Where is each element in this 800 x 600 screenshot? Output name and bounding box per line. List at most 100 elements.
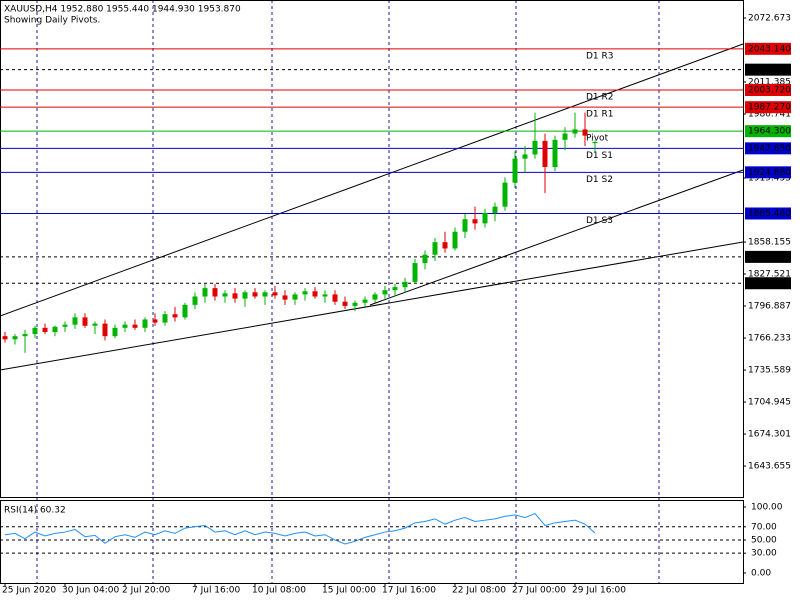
candle-body [532, 140, 538, 155]
trend-line [0, 43, 744, 317]
candle-body [492, 206, 498, 213]
price-tag-label: 2043.140 [748, 44, 791, 54]
x-tick-label: 2 Jul 20:00 [122, 586, 171, 596]
candle-body [342, 301, 348, 306]
candle-body [462, 219, 468, 232]
y-tick-label: 1919.455 [748, 174, 791, 184]
price-tag-label: 1947.850 [748, 144, 791, 154]
rsi-frame [0, 500, 744, 584]
price-tag-label: 1964.300 [748, 127, 791, 137]
candle-body [372, 294, 378, 300]
y-tick-label: 0.00 [751, 568, 771, 578]
price-tag [745, 42, 791, 55]
price-tag-label: 1987.270 [748, 103, 791, 113]
level-name: Pivot [586, 134, 609, 144]
level-name: D1 S3 [586, 216, 613, 226]
y-tick-label: 1735.589 [748, 366, 791, 376]
rsi-title: RSI(14) 60.32 [4, 506, 66, 516]
candle-body [92, 323, 98, 326]
candle-body [102, 323, 108, 337]
x-tick-label: 27 Jul 00:00 [512, 586, 566, 596]
y-tick-label: 30.00 [751, 549, 777, 559]
candle-body [512, 158, 518, 183]
x-tick-label: 17 Jul 16:00 [382, 586, 436, 596]
candle-body [292, 294, 298, 300]
price-tag [745, 63, 791, 76]
candle-body [402, 281, 408, 288]
candle-body [62, 324, 68, 327]
price-tag-label: 2023.203 [748, 65, 791, 75]
candle-body [392, 287, 398, 291]
candle-body [422, 254, 428, 264]
y-tick-label: 1980.741 [748, 109, 791, 119]
y-tick-label: 1643.655 [748, 462, 791, 472]
candle-body [312, 291, 318, 297]
level-name: D1 R1 [586, 110, 614, 120]
candle-body [142, 319, 148, 328]
y-tick-label: 1796.887 [748, 302, 791, 312]
candle-body [282, 295, 288, 300]
rsi-line [4, 512, 596, 545]
candle-body [502, 182, 508, 207]
candle-body [272, 292, 278, 296]
y-tick-label: 50.00 [751, 535, 777, 545]
price-tag-label: 1885.460 [748, 209, 791, 219]
candle-body [52, 326, 58, 332]
candle-body [22, 334, 28, 337]
price-tag-label: 1843.921 [748, 252, 791, 262]
candle-body [42, 327, 48, 332]
candle-body [182, 304, 188, 318]
candle-body [322, 294, 328, 297]
candle-body [552, 139, 558, 167]
y-tick-label: 1674.301 [748, 430, 791, 440]
candle-body [112, 327, 118, 337]
y-tick-label: 1766.233 [748, 334, 791, 344]
price-tag-label: 1818.686 [748, 279, 791, 289]
trend-line [0, 241, 744, 371]
candle-body [2, 336, 8, 340]
candle-body [542, 140, 548, 167]
y-tick-label: 1858.155 [748, 238, 791, 248]
price-tag [745, 125, 791, 138]
main-frame [0, 0, 744, 498]
price-tag [745, 166, 791, 179]
candle-body [522, 154, 528, 159]
price-tag [745, 142, 791, 155]
trend-lines [0, 43, 744, 371]
candle-body [472, 219, 478, 224]
candle-body [82, 317, 88, 326]
candle-body [172, 314, 178, 318]
price-tag-label: 1924.880 [748, 168, 791, 178]
candle-body [332, 294, 338, 302]
x-tick-label: 22 Jul 08:00 [452, 586, 506, 596]
candle-body [12, 336, 18, 340]
candle-body [302, 291, 308, 295]
candle-body [352, 302, 358, 306]
candle-body [32, 327, 38, 335]
candle-body [152, 319, 158, 323]
x-tick-label: 7 Jul 16:00 [192, 586, 241, 596]
chart-subtitle: Showing Daily Pivots. [4, 16, 100, 26]
level-name: D1 R2 [586, 93, 614, 103]
x-tick-label: 29 Jul 16:00 [572, 586, 626, 596]
candle-body [452, 231, 458, 249]
y-tick-label: 70.00 [751, 522, 777, 532]
price-tag [745, 250, 791, 263]
candle-body [192, 296, 198, 305]
candle-body [382, 290, 388, 295]
y-tick-label: 2011.385 [748, 77, 791, 87]
price-tag [745, 207, 791, 220]
price-tag [745, 101, 791, 114]
y-tick-label: 2072.673 [748, 13, 791, 23]
level-name: D1 S1 [586, 151, 613, 161]
candle-body [242, 292, 248, 299]
price-tag [745, 84, 791, 97]
candle-body [412, 263, 418, 282]
chart-title: XAUUSD,H4 1952.880 1955.440 1944.930 195… [4, 5, 241, 15]
price-tag [745, 277, 791, 290]
candle-body [222, 293, 228, 297]
candle-body [252, 292, 258, 297]
candle-body [202, 288, 208, 297]
price-tag-label: 2003.720 [748, 86, 791, 96]
